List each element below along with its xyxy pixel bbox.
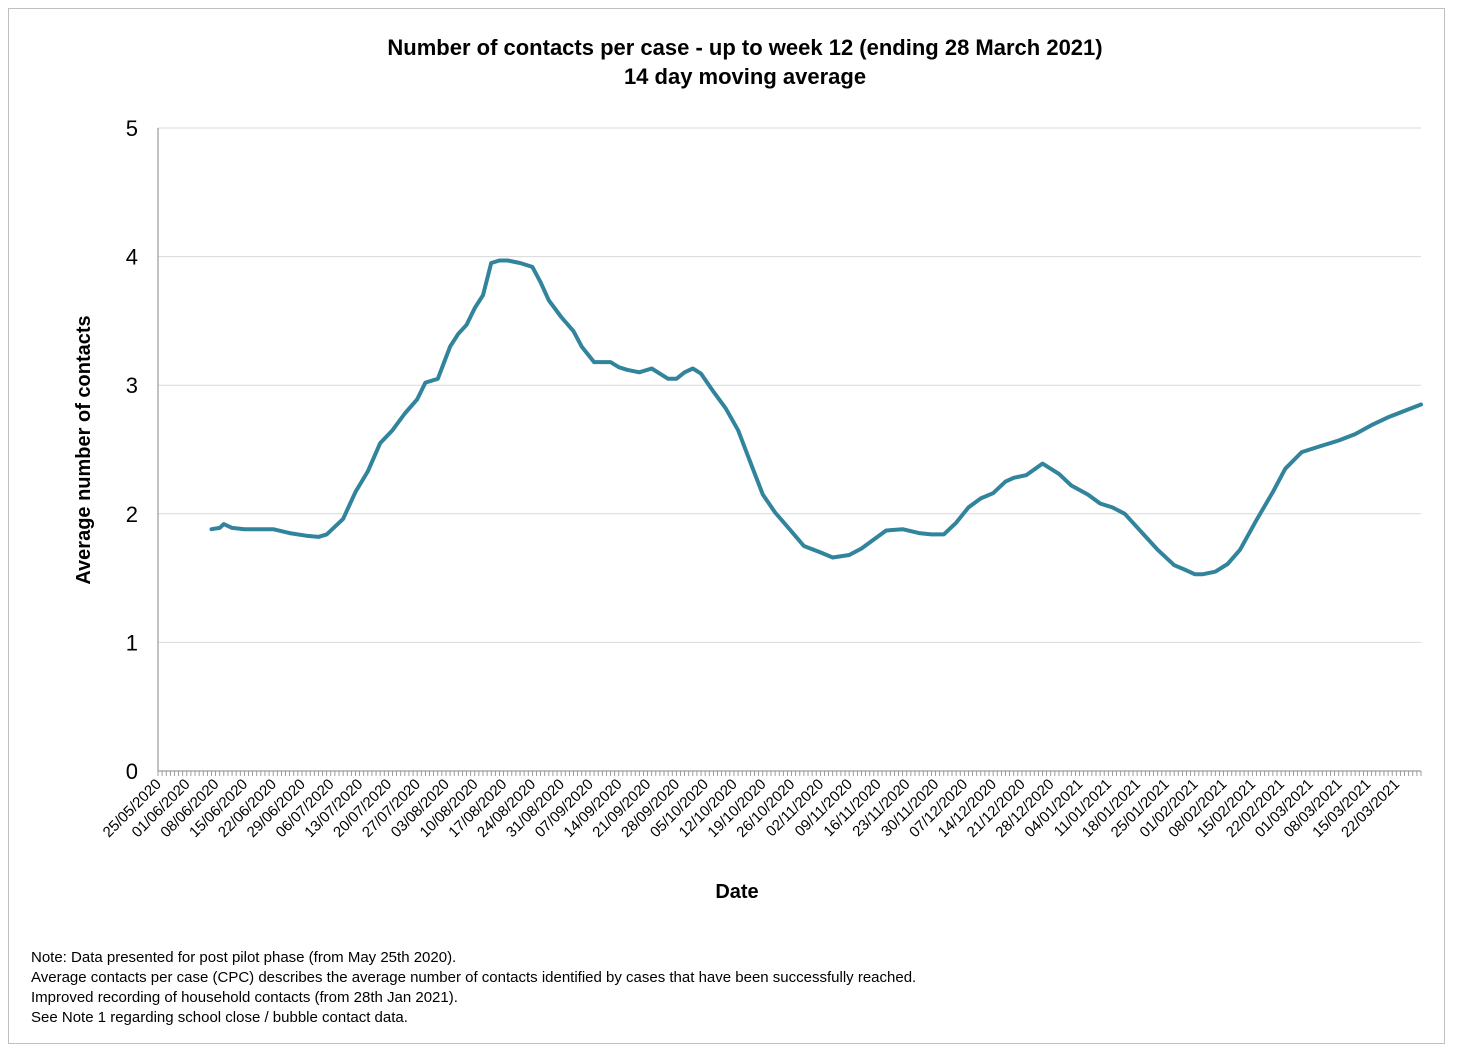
y-tick-labels: 0 1 2 3 4 5: [126, 116, 138, 784]
series-layer: [209, 258, 1423, 577]
note-line: Note: Data presented for post pilot phas…: [31, 949, 457, 966]
x-axis-label: Date: [715, 881, 758, 903]
series-line: [209, 258, 1423, 577]
note-line: Average contacts per case (CPC) describe…: [31, 969, 917, 986]
chart-subtitle: 14 day moving average: [624, 64, 866, 89]
y-tick-label: 4: [126, 245, 138, 270]
y-tick-label: 5: [126, 116, 138, 141]
axes: [157, 128, 1422, 776]
chart-frame: [8, 8, 1445, 1044]
chart-title: Number of contacts per case - up to week…: [387, 35, 1102, 60]
y-tick-label: 3: [126, 373, 138, 398]
y-axis-label: Average number of contacts: [73, 315, 95, 584]
note-line: See Note 1 regarding school close / bubb…: [31, 1009, 408, 1026]
grid-lines: [158, 127, 1421, 643]
chart-notes: Note: Data presented for post pilot phas…: [31, 948, 916, 1028]
x-tick-labels: 25/05/202001/06/202008/06/202015/06/2020…: [100, 776, 1403, 841]
y-tick-label: 0: [126, 759, 138, 784]
y-tick-label: 2: [126, 502, 138, 527]
note-line: Improved recording of household contacts…: [31, 989, 458, 1006]
y-tick-label: 1: [126, 630, 138, 655]
